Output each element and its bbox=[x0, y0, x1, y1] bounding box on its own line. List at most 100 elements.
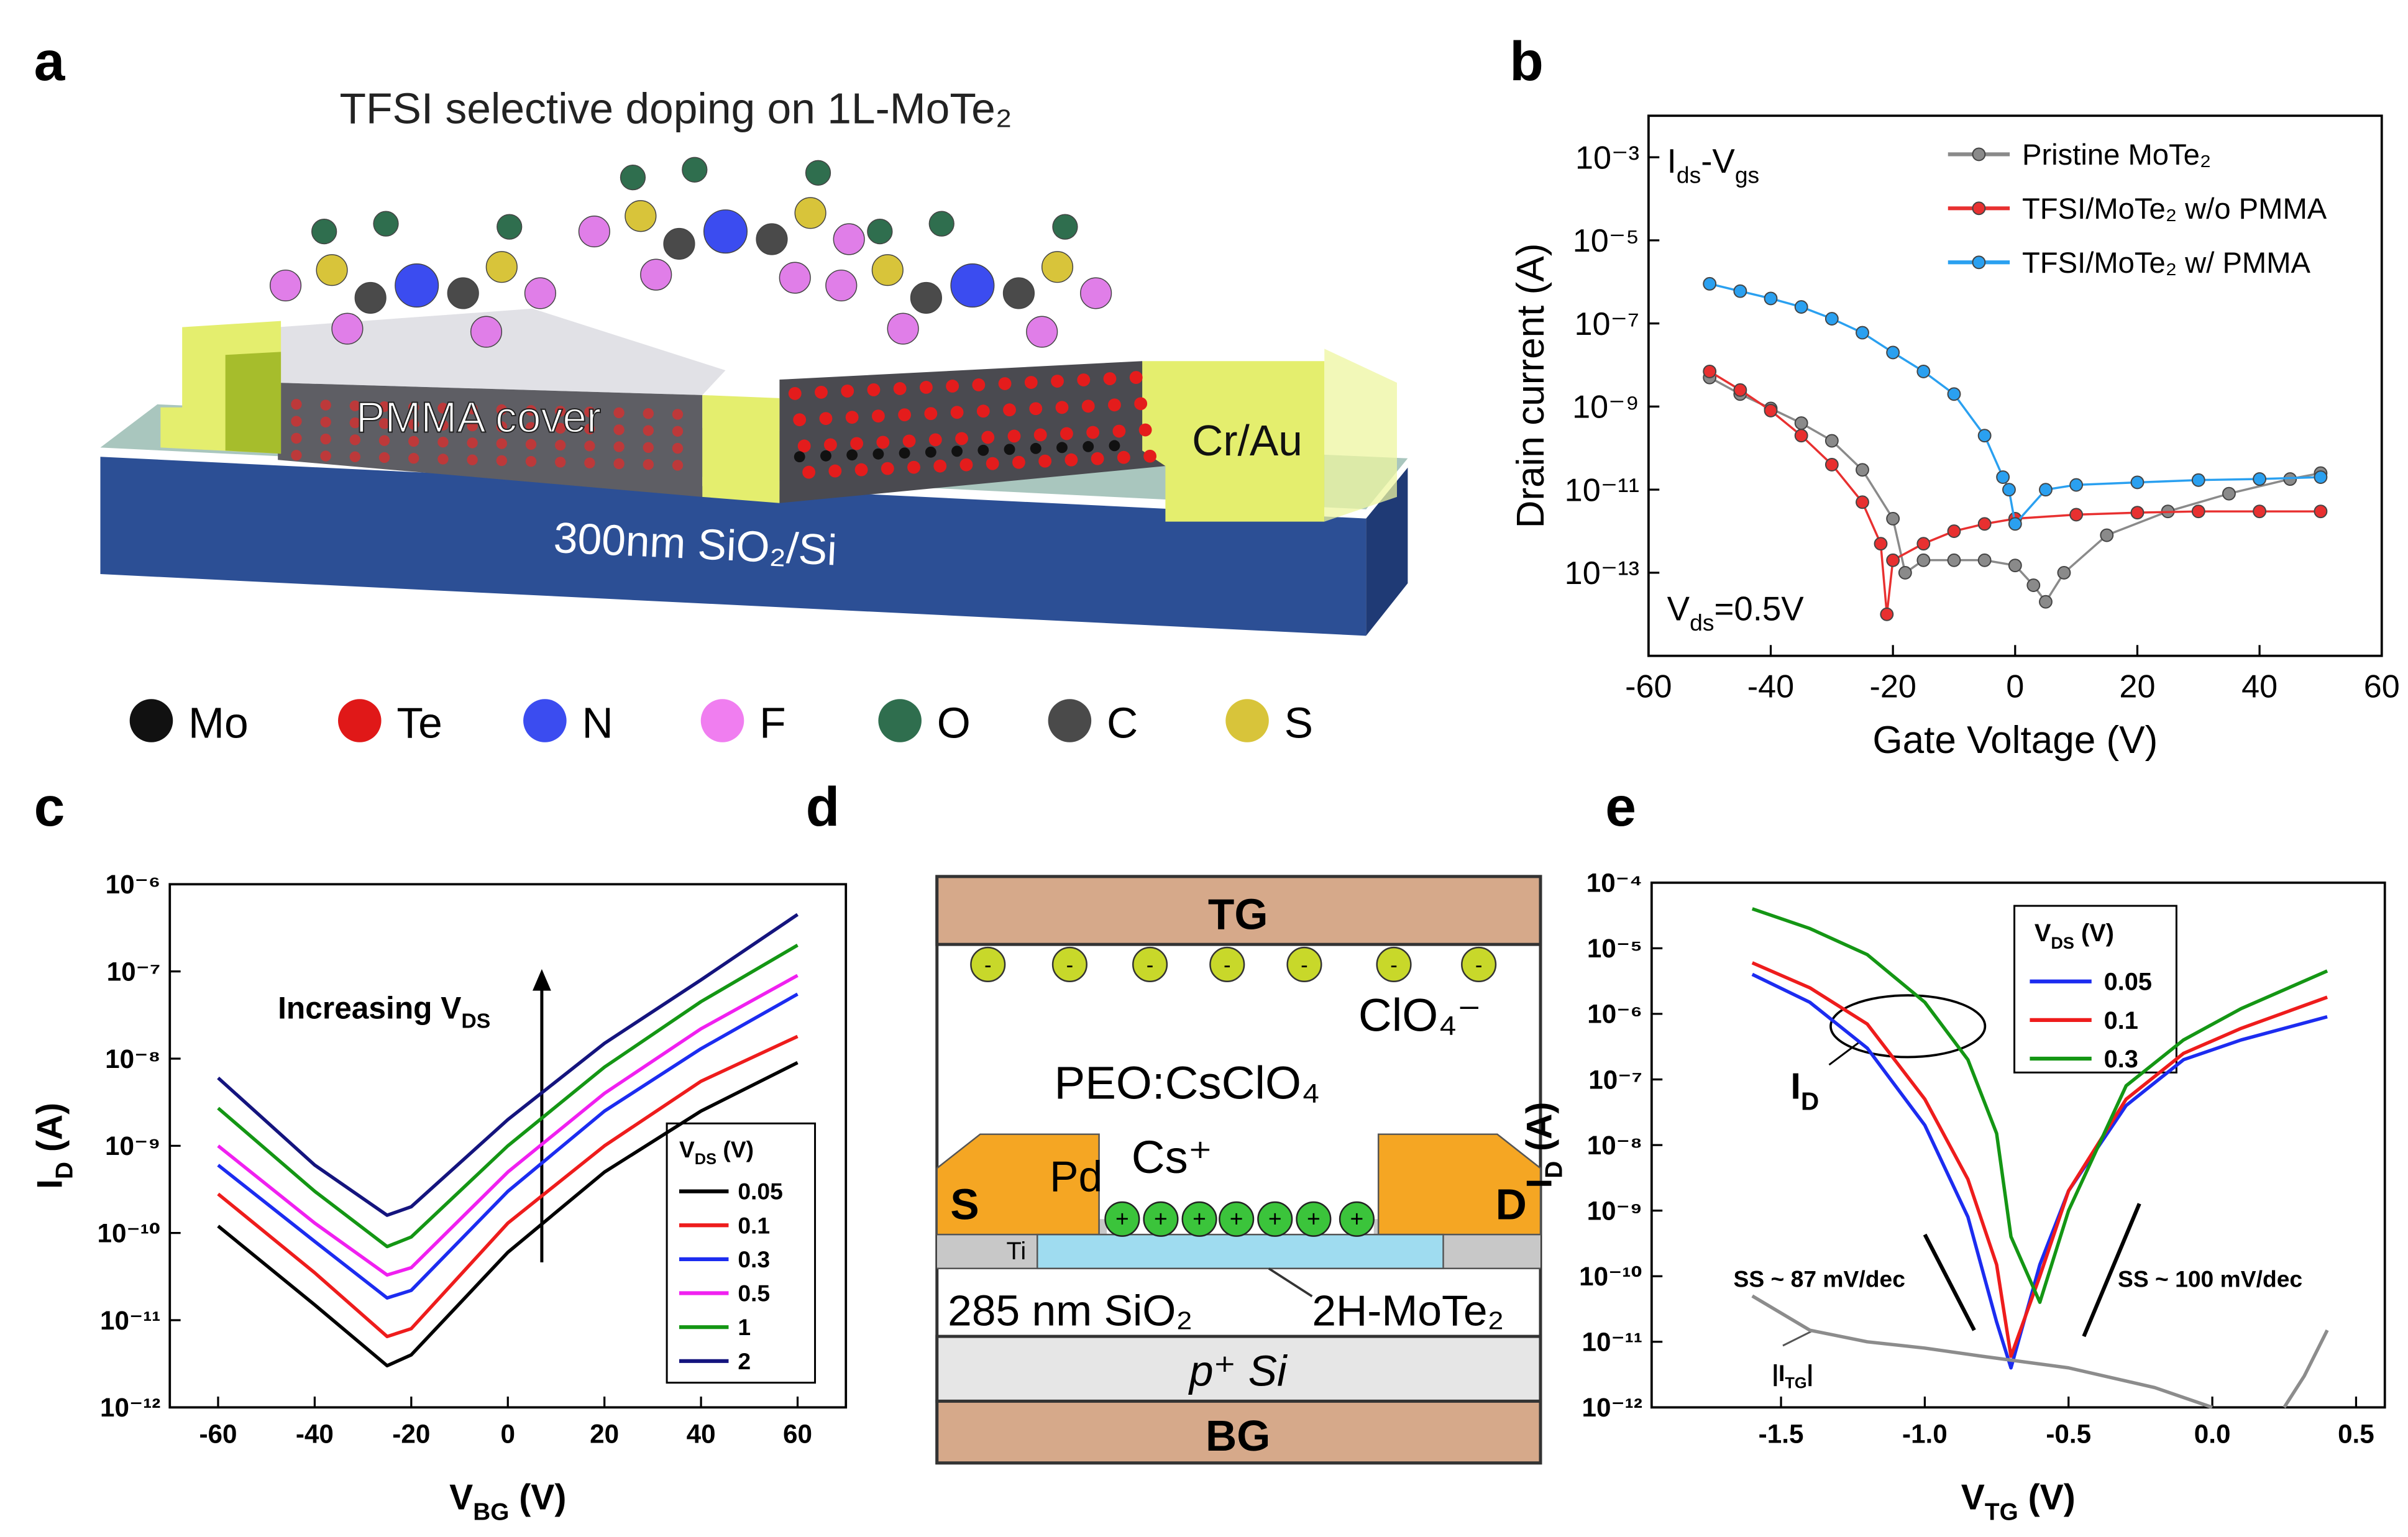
ion-sign: - bbox=[1147, 954, 1154, 977]
atom bbox=[378, 418, 390, 429]
leader-line bbox=[1268, 1267, 1313, 1298]
data-point bbox=[1947, 553, 1961, 567]
atom bbox=[1051, 375, 1064, 388]
data-point bbox=[2069, 508, 2084, 522]
data-point bbox=[2057, 565, 2071, 580]
legend-label: 0.3 bbox=[738, 1246, 770, 1272]
molecule-atom bbox=[395, 263, 439, 308]
anion bbox=[1209, 946, 1245, 983]
legend-box bbox=[2013, 905, 2177, 1074]
series-line bbox=[217, 974, 799, 1277]
text-part: DS bbox=[2051, 933, 2074, 952]
y-axis-label: ID (A) bbox=[1519, 1102, 1567, 1188]
legend-label: 0.1 bbox=[2104, 1007, 2138, 1034]
text-part: (A) bbox=[30, 1103, 70, 1162]
data-point bbox=[1916, 553, 1931, 567]
atom bbox=[320, 416, 331, 428]
atom bbox=[872, 448, 884, 460]
ion-sign: - bbox=[1066, 954, 1074, 977]
atom bbox=[672, 409, 684, 420]
atom bbox=[819, 412, 833, 426]
text-part: D bbox=[52, 1162, 78, 1179]
text-part: | bbox=[1807, 1360, 1813, 1387]
atom bbox=[408, 453, 419, 464]
data-point bbox=[2130, 506, 2145, 520]
molecule-atom bbox=[625, 200, 657, 232]
y-tick-label: 10⁻⁷ bbox=[1588, 1065, 1642, 1094]
atom bbox=[613, 424, 625, 436]
annotation: SS ~ 100 mV/dec bbox=[2118, 1266, 2302, 1292]
legend-ball bbox=[129, 699, 173, 742]
atom bbox=[672, 460, 684, 471]
atom bbox=[1024, 376, 1038, 389]
atom bbox=[320, 433, 331, 445]
atom bbox=[1081, 399, 1095, 413]
atom bbox=[867, 383, 881, 396]
atom bbox=[828, 464, 842, 478]
pointer-line bbox=[1782, 1329, 1815, 1347]
data-point bbox=[2253, 472, 2267, 486]
atom bbox=[584, 406, 595, 417]
atom bbox=[899, 447, 910, 459]
atom bbox=[797, 439, 811, 453]
cation bbox=[1104, 1201, 1140, 1237]
ion-label: ClO₄⁻ bbox=[1358, 989, 1481, 1041]
atom bbox=[467, 454, 478, 465]
substrate-front bbox=[100, 457, 1367, 636]
x-tick-label: -40 bbox=[296, 1419, 334, 1448]
atom bbox=[555, 406, 566, 417]
anion bbox=[1051, 946, 1087, 983]
molecule-atom bbox=[871, 254, 904, 286]
legend-label: 1 bbox=[738, 1314, 751, 1340]
molecule-atom bbox=[447, 277, 479, 309]
text-part: -V bbox=[1701, 142, 1735, 180]
atom bbox=[555, 439, 566, 451]
data-point bbox=[1977, 553, 1992, 567]
atom bbox=[643, 458, 654, 470]
legend-label: N bbox=[582, 698, 613, 747]
atom bbox=[793, 413, 807, 427]
x-tick-label: 0.0 bbox=[2194, 1419, 2231, 1448]
back-gate bbox=[935, 1399, 1542, 1465]
channel-label: 2H-MoTe₂ bbox=[1312, 1287, 1504, 1335]
atom bbox=[946, 380, 959, 393]
legend-box bbox=[666, 1122, 817, 1384]
y-tick-label: 10⁻¹⁰ bbox=[98, 1218, 161, 1247]
molecule-atom bbox=[703, 209, 748, 254]
atom bbox=[378, 435, 390, 446]
series-line bbox=[217, 1034, 799, 1339]
atom bbox=[467, 403, 478, 414]
ion-sign: + bbox=[1193, 1206, 1206, 1232]
x-tick-label: 0 bbox=[2006, 669, 2024, 705]
x-tick-label: 40 bbox=[2241, 669, 2278, 705]
left-pd bbox=[936, 1133, 1100, 1236]
annotation: SS ~ 87 mV/dec bbox=[1733, 1266, 1905, 1292]
text-part: I bbox=[1519, 1179, 1559, 1188]
atom bbox=[876, 436, 890, 449]
data-point bbox=[1886, 511, 1900, 526]
molecule-atom bbox=[663, 227, 695, 260]
right-pd bbox=[1377, 1133, 1542, 1236]
atom bbox=[854, 463, 868, 477]
atom bbox=[841, 384, 854, 398]
molecule-atom bbox=[524, 277, 556, 309]
molecule-atom bbox=[640, 258, 672, 291]
atom bbox=[1033, 428, 1047, 442]
text-part: D bbox=[1541, 1161, 1568, 1179]
cation bbox=[1181, 1201, 1217, 1237]
data-point bbox=[2191, 504, 2205, 519]
cation bbox=[1296, 1201, 1332, 1237]
molecule-atom bbox=[887, 312, 919, 345]
text-part: V bbox=[2035, 919, 2051, 947]
layer-label: BG bbox=[1206, 1412, 1270, 1460]
data-point bbox=[2222, 486, 2236, 501]
ti-label: Ti bbox=[1007, 1238, 1027, 1265]
data-point bbox=[1764, 291, 1778, 306]
text-part: I bbox=[30, 1179, 70, 1189]
molecule-atom bbox=[910, 281, 942, 314]
atom bbox=[496, 455, 508, 467]
right-electrode-side bbox=[1324, 349, 1397, 522]
electrode-label: Cr/Au bbox=[1192, 416, 1302, 465]
